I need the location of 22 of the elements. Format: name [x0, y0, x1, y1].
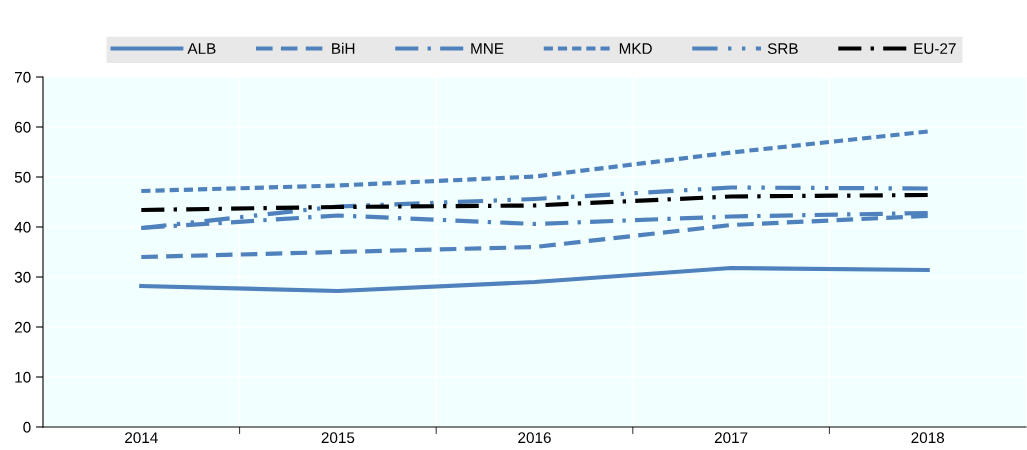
- x-tick-label: 2017: [714, 432, 748, 444]
- x-tick-label: 2016: [518, 432, 551, 444]
- y-tick-label: 20: [14, 321, 31, 333]
- line-series: [139, 192, 930, 213]
- x-tick-label: 2014: [125, 432, 158, 444]
- x-tick-label: 2015: [321, 432, 355, 444]
- legend-label: SRB: [767, 43, 798, 54]
- legend-label: ALB: [187, 43, 216, 54]
- y-tick-label: 50: [14, 171, 31, 183]
- legend-label: BiH: [332, 42, 355, 54]
- y-tick-label: 10: [15, 371, 31, 383]
- x-tick-label: 2018: [911, 432, 945, 444]
- y-tick-label: 40: [14, 221, 31, 233]
- line-series: [139, 129, 930, 194]
- legend-label: MKD: [619, 43, 652, 54]
- legend-label: EU-27: [914, 43, 956, 54]
- y-tick-label: 70: [14, 71, 31, 83]
- y-tick-label: 0: [23, 421, 31, 433]
- line-series: [139, 265, 930, 294]
- legend-label: MNE: [471, 43, 504, 54]
- y-tick-label: 30: [14, 271, 31, 283]
- y-tick-label: 60: [14, 121, 31, 133]
